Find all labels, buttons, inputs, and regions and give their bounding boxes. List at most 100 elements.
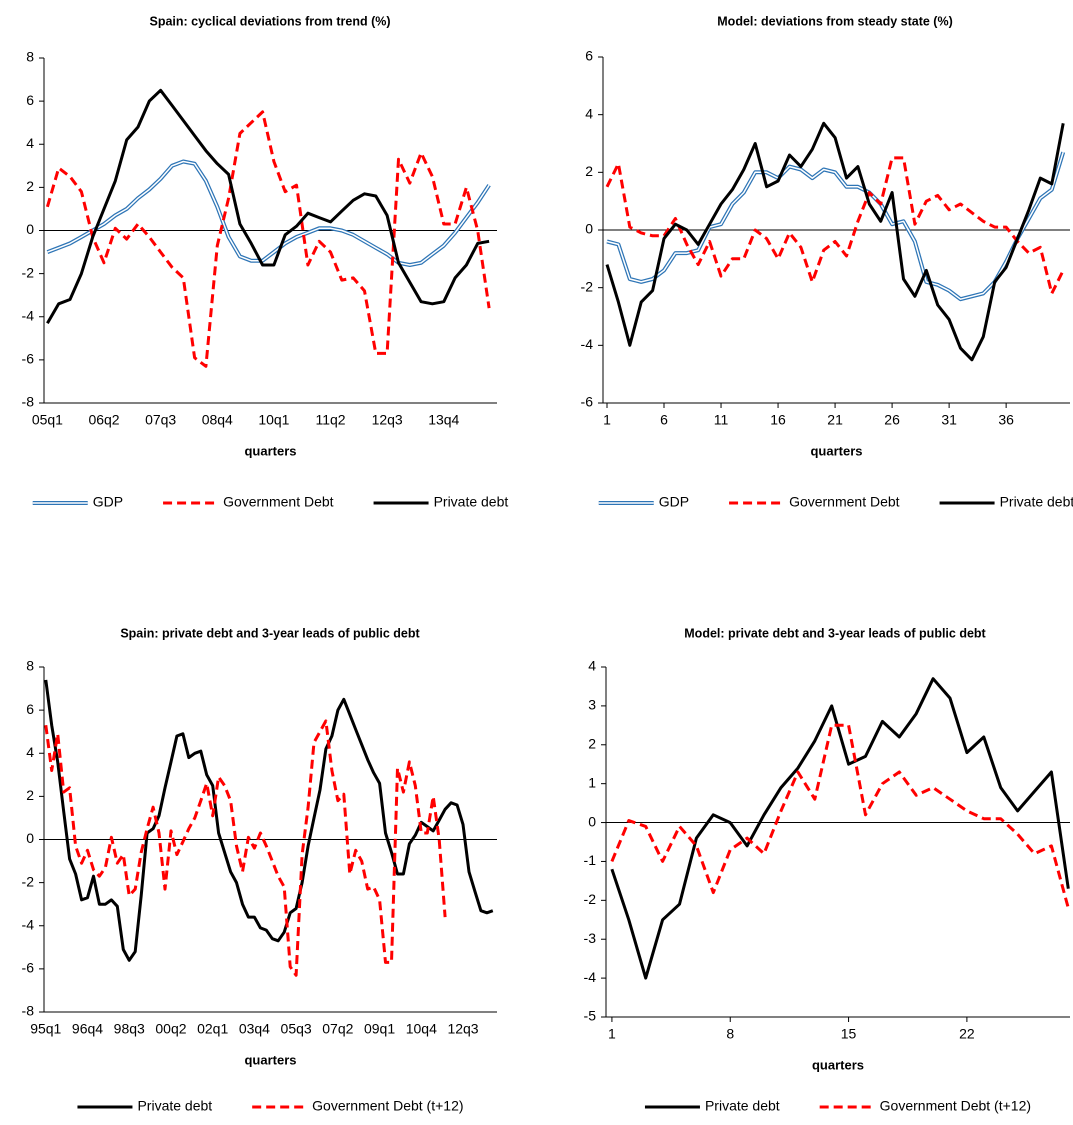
x-tick-label: 05q1 [32,412,63,428]
y-tick-label: 4 [585,105,593,121]
y-tick-label: -2 [22,264,35,280]
chart-title: Model: deviations from steady state (%) [717,14,952,28]
x-tick-label: 15 [841,1026,857,1042]
x-tick-label: 26 [884,412,900,428]
line-series [605,121,1065,362]
x-tick-label: 11 [714,412,729,428]
legend-label: GDP [659,494,689,510]
x-tick-label: 09q1 [364,1021,395,1037]
x-axis-label: quarters [244,1052,296,1067]
x-tick-label: 03q4 [239,1021,270,1037]
y-tick-label: 0 [588,813,596,829]
y-tick-label: 8 [26,49,34,65]
y-tick-label: 3 [588,697,596,713]
x-tick-label: 31 [941,412,957,428]
chart-title: Spain: private debt and 3-year leads of … [120,626,420,640]
x-tick-label: 00q2 [155,1021,186,1037]
y-tick-label: 6 [585,48,593,64]
chart-title: Spain: cyclical deviations from trend (%… [149,14,390,28]
legend-label: Government Debt [789,494,900,510]
y-tick-label: 0 [26,221,34,237]
y-tick-label: -2 [584,891,597,907]
legend-label: Government Debt [223,494,334,510]
x-tick-label: 07q2 [322,1021,353,1037]
line-series [605,156,1065,295]
x-tick-label: 10q1 [258,412,289,428]
line-highlight [47,160,490,266]
y-tick-label: 2 [588,735,596,751]
y-tick-label: 2 [26,787,34,803]
x-tick-label: 22 [959,1026,975,1042]
y-tick-label: -5 [584,1008,597,1024]
y-tick-label: -4 [581,336,594,352]
y-tick-label: 1 [588,774,596,790]
y-tick-label: 2 [585,163,593,179]
x-axis-label: quarters [812,1057,864,1072]
x-tick-label: 12q3 [372,412,403,428]
y-tick-label: -6 [22,960,35,976]
x-tick-label: 07q3 [145,412,176,428]
y-tick-label: -3 [584,930,597,946]
x-tick-label: 13q4 [428,412,459,428]
legend-label: GDP [93,494,123,510]
y-tick-label: -2 [581,278,594,294]
line-highlight [606,151,1064,300]
x-tick-label: 08q4 [202,412,233,428]
line-series [610,723,1070,909]
x-tick-label: 16 [770,412,786,428]
y-tick-label: 4 [26,744,34,760]
y-tick-label: 6 [26,92,34,108]
legend-label: Private debt [137,1098,212,1114]
y-tick-label: -6 [22,351,35,367]
x-tick-label: 10q4 [406,1021,437,1037]
line-series [44,679,494,962]
line-series [46,159,491,267]
x-axis-label: quarters [810,443,862,458]
x-tick-label: 8 [726,1026,734,1042]
y-tick-label: 4 [26,135,34,151]
x-tick-label: 11q2 [315,412,345,428]
legend-label: Private debt [1000,494,1073,510]
x-tick-label: 98q3 [114,1021,145,1037]
legend: Private debt Government Debt (t+12) [77,1098,464,1114]
y-tick-label: -8 [22,394,35,410]
legend-label: Private debt [434,494,509,510]
y-tick-label: -1 [584,852,597,868]
x-tick-label: 02q1 [197,1021,228,1037]
legend: GDP Government Debt Private debt [598,494,1073,510]
x-tick-label: 36 [998,412,1014,428]
y-tick-label: 2 [26,178,34,194]
y-tick-label: 4 [588,658,596,674]
x-tick-label: 1 [603,412,611,428]
legend-label: Private debt [705,1098,780,1114]
x-axis-label: quarters [244,443,296,458]
x-tick-label: 21 [827,412,843,428]
y-tick-label: -2 [22,873,35,889]
y-tick-label: -8 [22,1003,35,1019]
line-series [610,677,1070,980]
line-series [46,88,490,324]
y-tick-label: 6 [26,701,34,717]
x-tick-label: 96q4 [72,1021,103,1037]
legend-label: Government Debt (t+12) [312,1098,463,1114]
y-tick-label: -6 [581,394,594,410]
x-tick-label: 6 [660,412,668,428]
y-tick-label: -4 [22,307,35,323]
x-tick-label: 1 [608,1026,616,1042]
y-tick-label: 0 [585,221,593,237]
x-tick-label: 95q1 [30,1021,61,1037]
y-tick-label: -4 [584,969,597,985]
x-tick-label: 06q2 [88,412,119,428]
x-tick-label: 05q3 [281,1021,312,1037]
y-tick-label: 0 [26,830,34,846]
legend-label: Government Debt (t+12) [880,1098,1031,1114]
line-series [44,719,447,977]
x-tick-label: 12q3 [447,1021,478,1037]
legend: Private debt Government Debt (t+12) [644,1098,1031,1114]
y-tick-label: 8 [26,658,34,674]
chart-title: Model: private debt and 3-year leads of … [684,626,986,640]
line-series [45,110,491,368]
y-tick-label: -4 [22,916,35,932]
legend: GDP Government Debt Private debt [32,494,509,510]
